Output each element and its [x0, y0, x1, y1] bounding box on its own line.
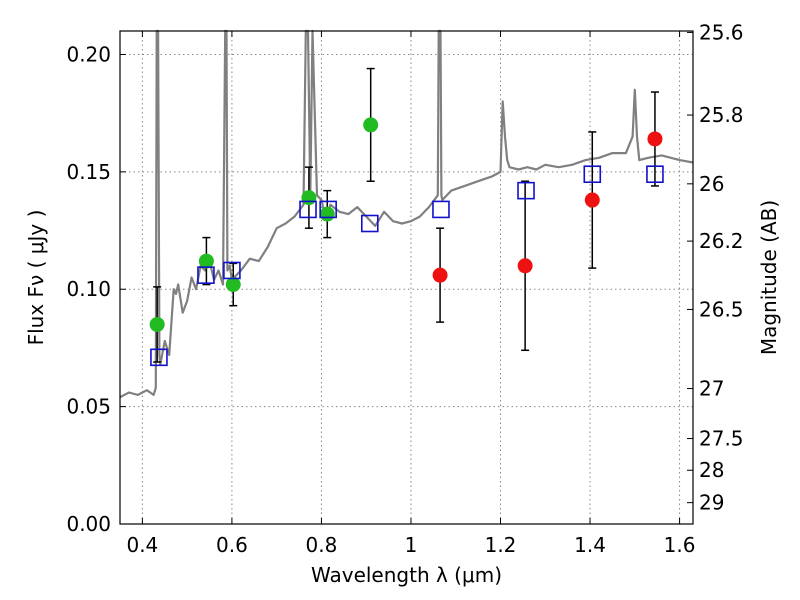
y-axis-title: Flux Fν ( μJy ) — [24, 210, 48, 346]
axes: 0.4 0.6 0.8 1 1.2 1.4 1.6 0.00 0.05 0.10 0.15 0.20 2… — [66, 20, 743, 557]
x-tick-label: 1 — [405, 533, 418, 557]
model-point — [583, 165, 602, 184]
data-point — [225, 277, 241, 293]
y2-tick-label: 28 — [699, 458, 724, 482]
model-point — [432, 200, 450, 219]
model-point — [223, 261, 241, 280]
model-point — [517, 181, 535, 200]
y2-tick-label: 26 — [699, 172, 724, 196]
model-point — [299, 200, 317, 219]
y2-tick-label: 26.2 — [699, 229, 744, 253]
y2-tick-label: 26.5 — [699, 297, 744, 321]
data-point — [319, 206, 335, 222]
model-point — [150, 348, 168, 367]
y2-tick-label: 25.6 — [699, 20, 744, 44]
x-tick-label: 1.6 — [664, 533, 696, 557]
y2-tick-label: 27.5 — [699, 427, 744, 451]
y2-tick-label: 25.8 — [699, 103, 744, 127]
data-point — [584, 192, 600, 208]
x-tick-label: 1.2 — [485, 533, 517, 557]
data-point — [432, 267, 448, 283]
spectrum-layer — [119, 29, 694, 399]
y-tick-label: 0.00 — [66, 512, 111, 536]
y-tick-label: 0.10 — [66, 277, 111, 301]
markers — [149, 117, 664, 367]
data-point — [363, 117, 379, 133]
y-tick-label: 0.15 — [66, 160, 111, 184]
y2-axis-title: Magnitude (AB) — [757, 200, 781, 355]
model-point — [197, 266, 215, 284]
plot-frame — [119, 30, 694, 525]
y2-tick-label: 29 — [699, 491, 724, 515]
errorbars — [153, 67, 659, 363]
spectrum-line — [119, 29, 694, 399]
data-point — [149, 316, 165, 332]
x-tick-label: 1.4 — [574, 533, 606, 557]
y-tick-label: 0.05 — [66, 395, 111, 419]
x-tick-label: 0.4 — [126, 533, 158, 557]
x-tick-label: 0.8 — [306, 533, 338, 557]
model-point — [319, 200, 337, 219]
data-point — [198, 253, 214, 269]
data-point — [647, 131, 663, 147]
data-point — [301, 190, 317, 206]
x-axis-title: Wavelength λ (μm) — [311, 563, 502, 587]
y2-tick-label: 27 — [699, 377, 724, 401]
y-tick-label: 0.20 — [66, 42, 111, 66]
x-tick-label: 0.6 — [216, 533, 248, 557]
gridlines — [120, 31, 693, 524]
model-point — [360, 214, 379, 233]
model-point — [646, 165, 664, 184]
data-point — [517, 258, 533, 274]
